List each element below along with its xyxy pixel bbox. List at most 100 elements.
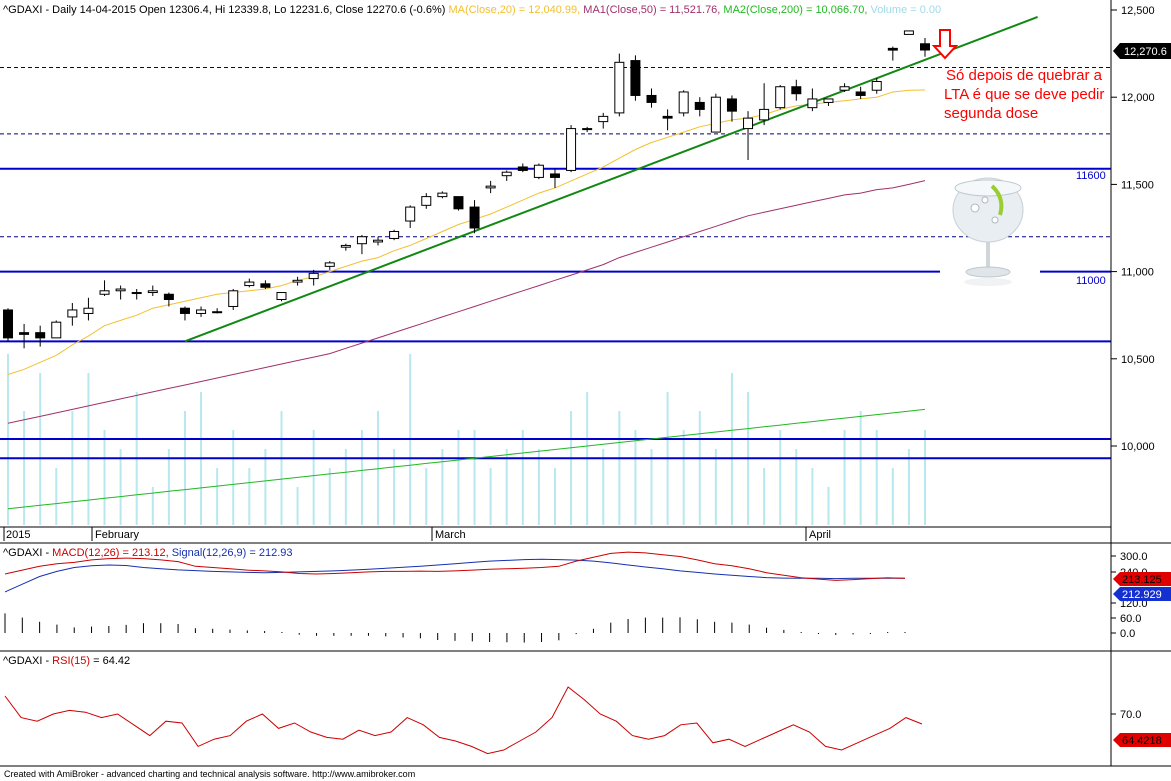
volume-bar-10 <box>167 449 170 525</box>
candle-body-57 <box>920 43 930 51</box>
annotation: Só depois de quebrar a LTA é que se deve… <box>931 29 1104 122</box>
macd-histogram <box>4 613 906 643</box>
price-label-10500: 10,500 <box>1121 354 1155 366</box>
candle-body-26 <box>421 196 432 206</box>
volume-bar-6 <box>103 430 106 525</box>
macd-hist-bar-51 <box>887 632 889 633</box>
candle-body-38 <box>614 61 625 114</box>
rsi-tick-70: 70.0 <box>1120 709 1141 721</box>
rsi-current: = 64.42 <box>90 655 130 667</box>
down-arrow-icon <box>931 29 959 60</box>
volume-bar-53 <box>859 411 862 525</box>
annotation-line-2: LTA é que se deve pedir <box>944 86 1104 103</box>
macd-hist-bar-40 <box>696 619 698 633</box>
macd-hist-bar-12 <box>212 628 214 633</box>
macd-hist-bar-30 <box>523 633 525 643</box>
candle-body-27 <box>437 192 448 198</box>
macd-hist-bar-6 <box>108 626 110 633</box>
volume-bar-29 <box>473 430 476 525</box>
price-label-12500: 12,500 <box>1121 5 1155 17</box>
volume-bar-14 <box>232 430 235 525</box>
volume-bar-38 <box>618 411 621 525</box>
macd-hist-bar-3 <box>56 624 58 633</box>
macd-hist-bar-26 <box>454 633 456 641</box>
macd-hist-bar-20 <box>350 633 352 636</box>
volume-bar-26 <box>425 468 428 525</box>
macd-hist-bar-0 <box>4 613 6 633</box>
rsi-label: RSI(15) <box>52 655 90 667</box>
macd-lines <box>4 551 906 593</box>
moving-averages <box>7 89 926 510</box>
last-price-value: 12,270.6 <box>1124 46 1167 58</box>
lta-trendline <box>184 16 1038 343</box>
price-label-11500: 11,500 <box>1121 179 1154 191</box>
rsi-header: ^GDAXI - RSI(15) = 64.42 <box>3 655 130 667</box>
x-axis-labels: 2015 February March April <box>3 527 831 541</box>
macd-hist-bar-41 <box>714 621 716 633</box>
volume-bar-22 <box>360 430 363 525</box>
candle-body-32 <box>517 166 528 171</box>
macd-hist-bar-35 <box>610 622 612 633</box>
macd-hist-bar-32 <box>558 633 560 641</box>
volume-bar-20 <box>328 468 331 525</box>
volume-bar-52 <box>843 430 846 525</box>
header-ma200: MA2(Close,200) = 10,066.70, <box>720 4 867 16</box>
price-label-10000: 10,000 <box>1121 441 1155 453</box>
macd-tick-60: 60.0 <box>1120 613 1141 625</box>
macd-hist-bar-19 <box>333 633 335 636</box>
macd-hist-bar-10 <box>177 624 179 633</box>
candle-body-18 <box>292 279 303 283</box>
macd-hist-bar-24 <box>419 633 421 639</box>
candle-body-47 <box>759 108 770 121</box>
macd-hist-bar-49 <box>852 633 854 635</box>
macd-hist-bar-48 <box>835 633 837 635</box>
candle-body-10 <box>163 293 174 301</box>
volume-bar-28 <box>457 430 460 525</box>
volume-bar-31 <box>505 449 508 525</box>
volume-bar-9 <box>151 487 154 525</box>
candle-body-3 <box>51 321 62 339</box>
ma200-line <box>7 408 926 510</box>
signal-line <box>4 558 905 593</box>
volume-bar-5 <box>87 373 90 525</box>
volume-bar-42 <box>682 430 685 525</box>
x-label-february: February <box>95 529 140 541</box>
candle-body-11 <box>179 307 190 314</box>
candle-body-48 <box>775 86 786 109</box>
price-label-12000: 12,000 <box>1121 92 1155 104</box>
macd-tick-300: 300.0 <box>1120 551 1148 563</box>
volume-bar-4 <box>71 411 74 525</box>
candle-body-41 <box>662 115 673 119</box>
candle-body-12 <box>196 309 207 314</box>
candle-body-43 <box>694 101 705 110</box>
macd-hist-bar-44 <box>766 627 768 633</box>
header-volume: Volume = 0.00 <box>867 4 941 16</box>
candle-body-9 <box>147 290 158 294</box>
macd-hist-bar-1 <box>21 617 23 633</box>
volume-bar-47 <box>763 468 766 525</box>
volume-bar-50 <box>811 468 814 525</box>
candle-body-17 <box>276 292 287 301</box>
candle-body-7 <box>115 288 126 292</box>
macd-hist-bar-13 <box>229 629 231 633</box>
x-label-april: April <box>809 529 831 541</box>
candle-body-4 <box>67 309 78 318</box>
volume-bar-39 <box>634 430 637 525</box>
trendline <box>184 16 1038 343</box>
candle-body-0 <box>3 309 13 339</box>
volume-bar-32 <box>521 430 524 525</box>
candle-body-42 <box>678 91 689 114</box>
volume-bar-24 <box>393 449 396 525</box>
candle-body-50 <box>807 98 818 109</box>
volume-bar-34 <box>553 468 556 525</box>
candle-body-49 <box>791 86 802 95</box>
macd-hist-bar-29 <box>506 633 508 643</box>
macd-label: MACD(12,26) = 213.12, <box>52 547 168 559</box>
macd-hist-bar-43 <box>748 624 750 633</box>
macd-value: 213.125 <box>1122 574 1162 586</box>
volume-bar-43 <box>698 411 701 525</box>
rsi-axis: 70.0 <box>1111 709 1141 721</box>
candle-body-55 <box>887 47 898 51</box>
candle-body-46 <box>743 117 754 130</box>
volume-bar-17 <box>280 411 283 525</box>
